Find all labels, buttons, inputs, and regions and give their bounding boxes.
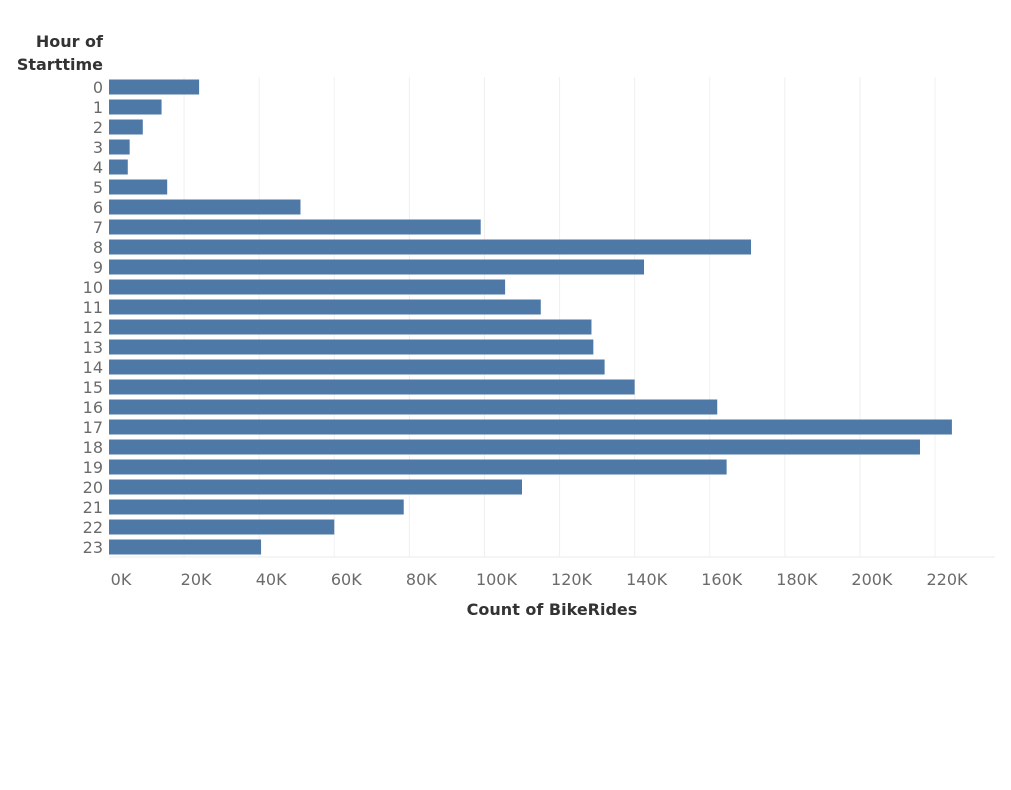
x-tick-label: 40K	[256, 570, 287, 589]
bars	[109, 79, 952, 555]
y-tick-label: 11	[83, 298, 103, 317]
y-tick-label: 12	[83, 318, 103, 337]
y-tick-label: 19	[83, 458, 103, 477]
bar-hour-17[interactable]	[109, 419, 952, 435]
bar-hour-12[interactable]	[109, 319, 592, 335]
gridlines	[183, 77, 936, 557]
x-tick-label: 0K	[111, 570, 132, 589]
y-tick-label: 4	[93, 158, 103, 177]
bar-hour-22[interactable]	[109, 519, 335, 535]
y-tick-label: 0	[93, 78, 103, 97]
y-tick-label: 3	[93, 138, 103, 157]
y-tick-label: 23	[83, 538, 103, 557]
y-tick-label: 7	[93, 218, 103, 237]
bar-hour-11[interactable]	[109, 299, 541, 315]
y-tick-label: 1	[93, 98, 103, 117]
bar-hour-15[interactable]	[109, 379, 635, 395]
bar-hour-19[interactable]	[109, 459, 727, 475]
x-tick-label: 60K	[331, 570, 362, 589]
bar-hour-5[interactable]	[109, 179, 168, 195]
bar-hour-6[interactable]	[109, 199, 301, 215]
bar-hour-8[interactable]	[109, 239, 752, 255]
y-tick-label: 17	[83, 418, 103, 437]
bar-hour-14[interactable]	[109, 359, 605, 375]
y-tick-label: 13	[83, 338, 103, 357]
x-tick-label: 140K	[626, 570, 668, 589]
x-tick-label: 100K	[476, 570, 518, 589]
bar-hour-10[interactable]	[109, 279, 506, 295]
bar-hour-18[interactable]	[109, 439, 920, 455]
bar-hour-7[interactable]	[109, 219, 481, 235]
y-tick-label: 20	[83, 478, 103, 497]
x-tick-label: 80K	[406, 570, 437, 589]
y-tick-label: 15	[83, 378, 103, 397]
bar-hour-3[interactable]	[109, 139, 130, 155]
y-tick-label: 22	[83, 518, 103, 537]
y-tick-label: 5	[93, 178, 103, 197]
bar-hour-21[interactable]	[109, 499, 404, 515]
x-tick-label: 120K	[551, 570, 593, 589]
y-axis-title-line2: Starttime	[17, 55, 103, 74]
bar-hour-23[interactable]	[109, 539, 262, 555]
y-tick-label: 18	[83, 438, 103, 457]
y-tick-label: 10	[83, 278, 103, 297]
y-tick-label: 14	[83, 358, 103, 377]
x-axis-title: Count of BikeRides	[467, 600, 638, 619]
y-tick-label: 2	[93, 118, 103, 137]
x-tick-label: 180K	[776, 570, 818, 589]
bar-hour-1[interactable]	[109, 99, 162, 115]
y-tick-label: 9	[93, 258, 103, 277]
bar-hour-13[interactable]	[109, 339, 594, 355]
x-tick-label: 200K	[851, 570, 893, 589]
bar-hour-16[interactable]	[109, 399, 718, 415]
x-tick-label: 20K	[181, 570, 212, 589]
x-tick-labels: 0K 20K 40K 60K 80K 100K 120K 140K 160K 180K 200K 22…	[111, 570, 968, 589]
y-tick-label: 6	[93, 198, 103, 217]
bar-hour-4[interactable]	[109, 159, 128, 175]
x-tick-label: 220K	[926, 570, 968, 589]
bar-hour-0[interactable]	[109, 79, 200, 95]
bar-hour-20[interactable]	[109, 479, 522, 495]
y-tick-label: 21	[83, 498, 103, 517]
bar-hour-9[interactable]	[109, 259, 645, 275]
bar-hour-2[interactable]	[109, 119, 143, 135]
y-tick-label: 8	[93, 238, 103, 257]
y-axis-title-line1: Hour of	[36, 32, 104, 51]
y-tick-label: 16	[83, 398, 103, 417]
x-tick-label: 160K	[701, 570, 743, 589]
